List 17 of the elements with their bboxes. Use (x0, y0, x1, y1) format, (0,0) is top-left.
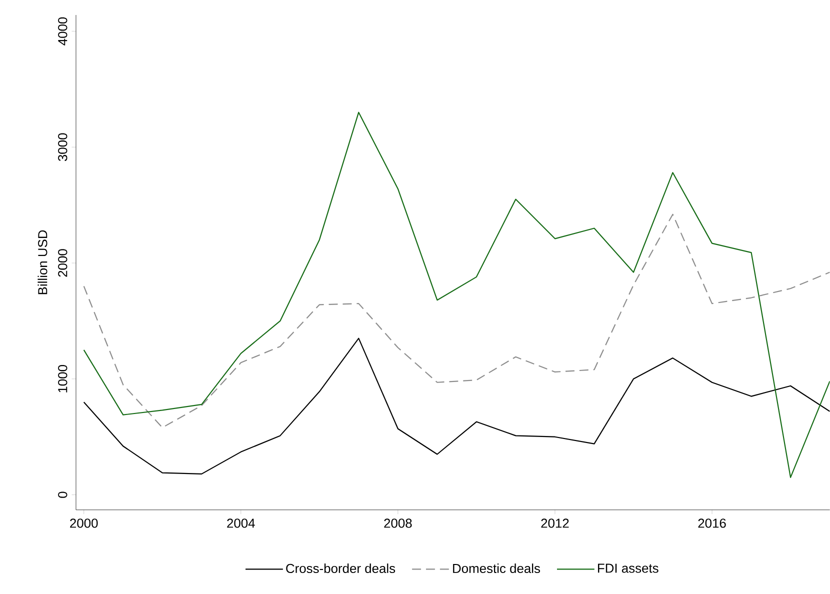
y-tick-label: 0 (58, 492, 68, 498)
line-series (83, 112, 830, 478)
x-tick-label: 2016 (698, 518, 726, 528)
legend-label: Domestic deals (453, 564, 540, 574)
y-tick-label: 2000 (58, 249, 68, 277)
x-tick-label: 2004 (227, 518, 255, 528)
y-tick-label: 3000 (58, 133, 68, 162)
y-tick-label: 4000 (58, 17, 68, 46)
x-tick-label: 2008 (384, 518, 412, 528)
x-tick-label: 2012 (541, 518, 569, 528)
line-series (83, 338, 830, 475)
legend-label: Cross-border deals (286, 564, 396, 574)
x-tick-label: 2000 (70, 518, 98, 528)
legend-label: FDI assets (598, 564, 658, 573)
y-axis-title: Billion USD (38, 230, 48, 294)
line-series (83, 214, 830, 428)
y-tick-label: 1000 (58, 365, 68, 392)
